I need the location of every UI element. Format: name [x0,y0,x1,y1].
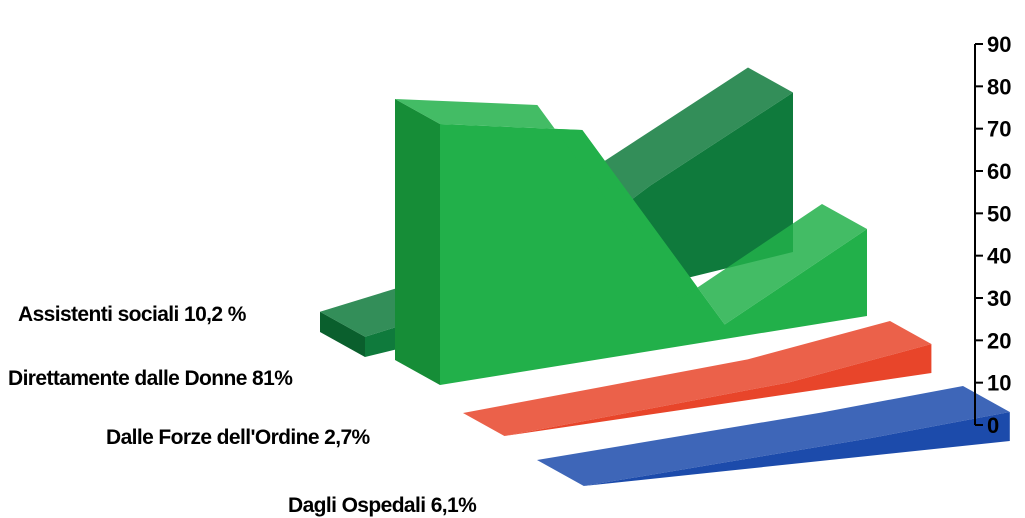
y-axis: 0 10 20 30 40 50 60 70 80 90 [974,32,1011,438]
series-1-label: Direttamente dalle Donne 81% [8,367,293,390]
y-tick-label: 20 [987,328,1011,353]
series-0-label: Assistenti sociali 10,2 % [18,303,247,326]
series-2-label: Dalle Forze dell'Ordine 2,7% [106,426,371,449]
series-3-label: Dagli Ospedali 6,1% [288,494,477,517]
series-labels-group: Assistenti sociali 10,2 % Direttamente da… [8,303,478,517]
series-1-side-face [395,99,440,385]
y-tick-label: 0 [987,413,999,438]
y-tick-label: 30 [987,286,1011,311]
y-tick-label: 90 [987,32,1011,57]
y-tick-label: 10 [987,371,1011,396]
series-3-ribbon [583,412,1010,486]
y-tick-label: 70 [987,117,1011,142]
series-3-top-surface [537,386,1010,486]
y-tick-label: 60 [987,159,1011,184]
series-1-top-surface [395,99,867,325]
y-tick-label: 50 [987,201,1011,226]
y-tick-label: 40 [987,244,1011,269]
ribbons-group [320,67,1010,486]
y-tick-label: 80 [987,74,1011,99]
series-0-side-face [320,311,365,357]
series-2-top-surface [463,321,932,436]
